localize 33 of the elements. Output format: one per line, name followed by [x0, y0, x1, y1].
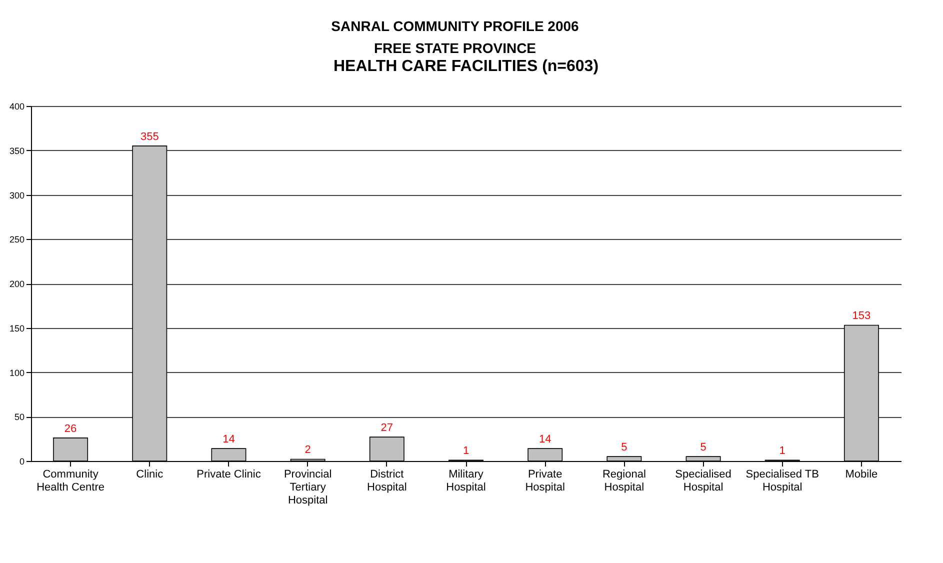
y-tick-label: 150 [9, 323, 24, 334]
x-tick-label: Provincial Tertiary Hospital [284, 468, 332, 506]
data-label: 5 [621, 442, 628, 454]
y-tick-label: 50 [14, 412, 24, 422]
x-tick-label: Community Health Centre [36, 468, 104, 494]
data-label: 355 [140, 130, 159, 143]
data-label: 1 [779, 445, 786, 458]
data-label: 14 [222, 434, 235, 446]
chart-subtitle: SANRAL COMMUNITY PROFILE 2006 FREE STATE PROVINCE [331, 18, 580, 56]
x-tick-label: Specialised TB Hospital [746, 468, 819, 494]
data-label: 1 [462, 445, 470, 458]
x-tick-label: Mobile [845, 468, 878, 480]
x-tick-label: Regional Hospital [602, 468, 646, 494]
y-tick-label: 350 [9, 146, 24, 156]
x-tick-label: Military Hospital [446, 468, 486, 494]
x-tick-label: Clinic [136, 468, 164, 480]
data-label: 153 [852, 310, 871, 322]
y-tick-label: 250 [9, 234, 24, 245]
x-tick-label: Private Clinic [196, 468, 262, 480]
y-tick-label: 200 [9, 279, 24, 289]
data-label: 14 [538, 434, 552, 446]
x-tick-label: Private Hospital [525, 468, 565, 494]
y-tick-label: 100 [9, 368, 24, 378]
chart-title: HEALTH CARE FACILITIES (n=603) [333, 58, 599, 75]
x-tick-label: District Hospital [367, 468, 407, 494]
y-tick-label: 300 [9, 190, 24, 200]
y-tick-label: 400 [9, 102, 24, 112]
data-label: 5 [700, 442, 706, 454]
y-tick-label: 0 [19, 456, 24, 466]
data-label: 2 [304, 444, 311, 456]
data-label: 26 [64, 422, 77, 435]
x-tick-label: Specialised Hospital [675, 468, 732, 494]
data-label: 27 [380, 422, 394, 434]
